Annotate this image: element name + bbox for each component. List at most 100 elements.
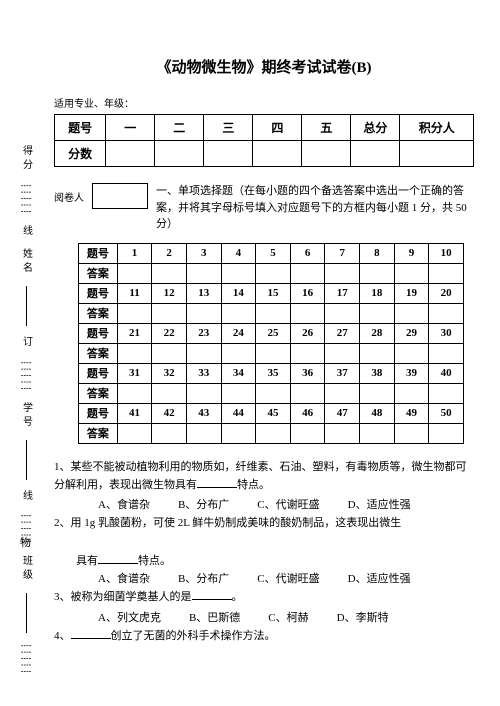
cell: 48 [360, 403, 395, 423]
cell [106, 141, 155, 167]
cell: 24 [221, 323, 256, 343]
cell [325, 383, 360, 403]
cell: 答案 [79, 343, 118, 363]
cell [360, 423, 395, 443]
cell: 一 [106, 115, 155, 141]
cell [221, 303, 256, 323]
cell [221, 423, 256, 443]
cell: 23 [186, 323, 221, 343]
cell: 题号 [79, 363, 118, 383]
cell [360, 263, 395, 283]
question-text: 用 1g 乳酸菌粉，可使 2L 鲜牛奶制成美味的酸奶制品，这表现出微生 [71, 517, 402, 529]
cell: 题号 [79, 323, 118, 343]
question-item: 3、被称为细菌学奠基人的是。 [54, 588, 474, 606]
cell [290, 263, 325, 283]
cell [152, 303, 187, 323]
table-row: 分数 [55, 141, 474, 167]
cell: 题号 [79, 403, 118, 423]
cell: 31 [117, 363, 152, 383]
cell: 12 [152, 283, 187, 303]
cell [360, 343, 395, 363]
option: A、食谱杂 [98, 496, 150, 514]
cell: 1 [117, 243, 152, 263]
question-number: 1、 [54, 461, 71, 473]
cell: 17 [325, 283, 360, 303]
question-number: 3、 [54, 591, 71, 603]
table-row: 题号 一 二 三 四 五 总分 积分人 [55, 115, 474, 141]
exam-title: 《动物微生物》期终考试试卷(B) [54, 56, 474, 77]
cell: 34 [221, 363, 256, 383]
cell: 13 [186, 283, 221, 303]
fill-blank [192, 599, 232, 600]
cell [429, 263, 464, 283]
cell: 15 [256, 283, 291, 303]
cell [351, 141, 400, 167]
main-content: 《动物微生物》期终考试试卷(B) 适用专业、年级： 题号 一 二 三 四 五 总… [54, 56, 474, 647]
table-row: 答案 [79, 343, 464, 363]
cell [152, 423, 187, 443]
table-row: 题号12345678910 [79, 243, 464, 263]
cell: 8 [360, 243, 395, 263]
cell [152, 263, 187, 283]
cell [394, 383, 429, 403]
fill-blank [71, 638, 111, 639]
table-row: 答案 [79, 383, 464, 403]
cell [290, 383, 325, 403]
cell [221, 343, 256, 363]
cell: 10 [429, 243, 464, 263]
reviewer-row: 阅卷人 一、单项选择题（在每小题的四个备选答案中选出一个正确的答案，并将其字母标… [54, 183, 474, 233]
cell: 题号 [55, 115, 106, 141]
reviewer-label: 阅卷人 [54, 183, 84, 204]
cell: 2 [152, 243, 187, 263]
fill-blank [197, 487, 237, 488]
table-row: 答案 [79, 423, 464, 443]
cell [429, 343, 464, 363]
cell: 37 [325, 363, 360, 383]
cell: 分数 [55, 141, 106, 167]
question-options: A、食谱杂B、分布广C、代谢旺盛D、适应性强 [54, 570, 474, 588]
cell [152, 343, 187, 363]
cell: 答案 [79, 263, 118, 283]
table-row: 答案 [79, 303, 464, 323]
cell: 14 [221, 283, 256, 303]
cell [325, 343, 360, 363]
answer-grid: 题号12345678910答案题号11121314151617181920答案题… [78, 243, 464, 444]
option: D、适应性强 [348, 496, 411, 514]
cell [186, 263, 221, 283]
cell: 25 [256, 323, 291, 343]
side-cut-label: 线 [19, 225, 34, 239]
cell: 47 [325, 403, 360, 423]
cell [394, 303, 429, 323]
cell: 26 [290, 323, 325, 343]
option: A、食谱杂 [98, 570, 150, 588]
cell [117, 303, 152, 323]
cell [325, 303, 360, 323]
cell: 35 [256, 363, 291, 383]
side-name-label: 姓名 [19, 248, 34, 276]
option: D、适应性强 [348, 570, 411, 588]
cell [221, 383, 256, 403]
side-cut-label: 订 [19, 336, 34, 350]
cell: 42 [152, 403, 187, 423]
option: B、分布广 [178, 496, 229, 514]
cell [117, 383, 152, 403]
cell [186, 423, 221, 443]
question-number: 4、 [54, 630, 71, 642]
cell [117, 263, 152, 283]
cell: 9 [394, 243, 429, 263]
reviewer-box [92, 183, 148, 209]
cell: 五 [302, 115, 351, 141]
cell [394, 423, 429, 443]
cell: 21 [117, 323, 152, 343]
cell [221, 263, 256, 283]
cell: 33 [186, 363, 221, 383]
applicable-label: 适用专业、年级： [54, 95, 474, 110]
cell [256, 343, 291, 363]
table-row: 答案 [79, 263, 464, 283]
cell [256, 303, 291, 323]
question-item: 4、创立了无菌的外科手术操作方法。 [54, 627, 474, 645]
table-row: 题号11121314151617181920 [79, 283, 464, 303]
cell: 答案 [79, 423, 118, 443]
question-item: 2、用 1g 乳酸菌粉，可使 2L 鲜牛奶制成美味的酸奶制品，这表现出微生 [54, 514, 474, 532]
cell: 总分 [351, 115, 400, 141]
